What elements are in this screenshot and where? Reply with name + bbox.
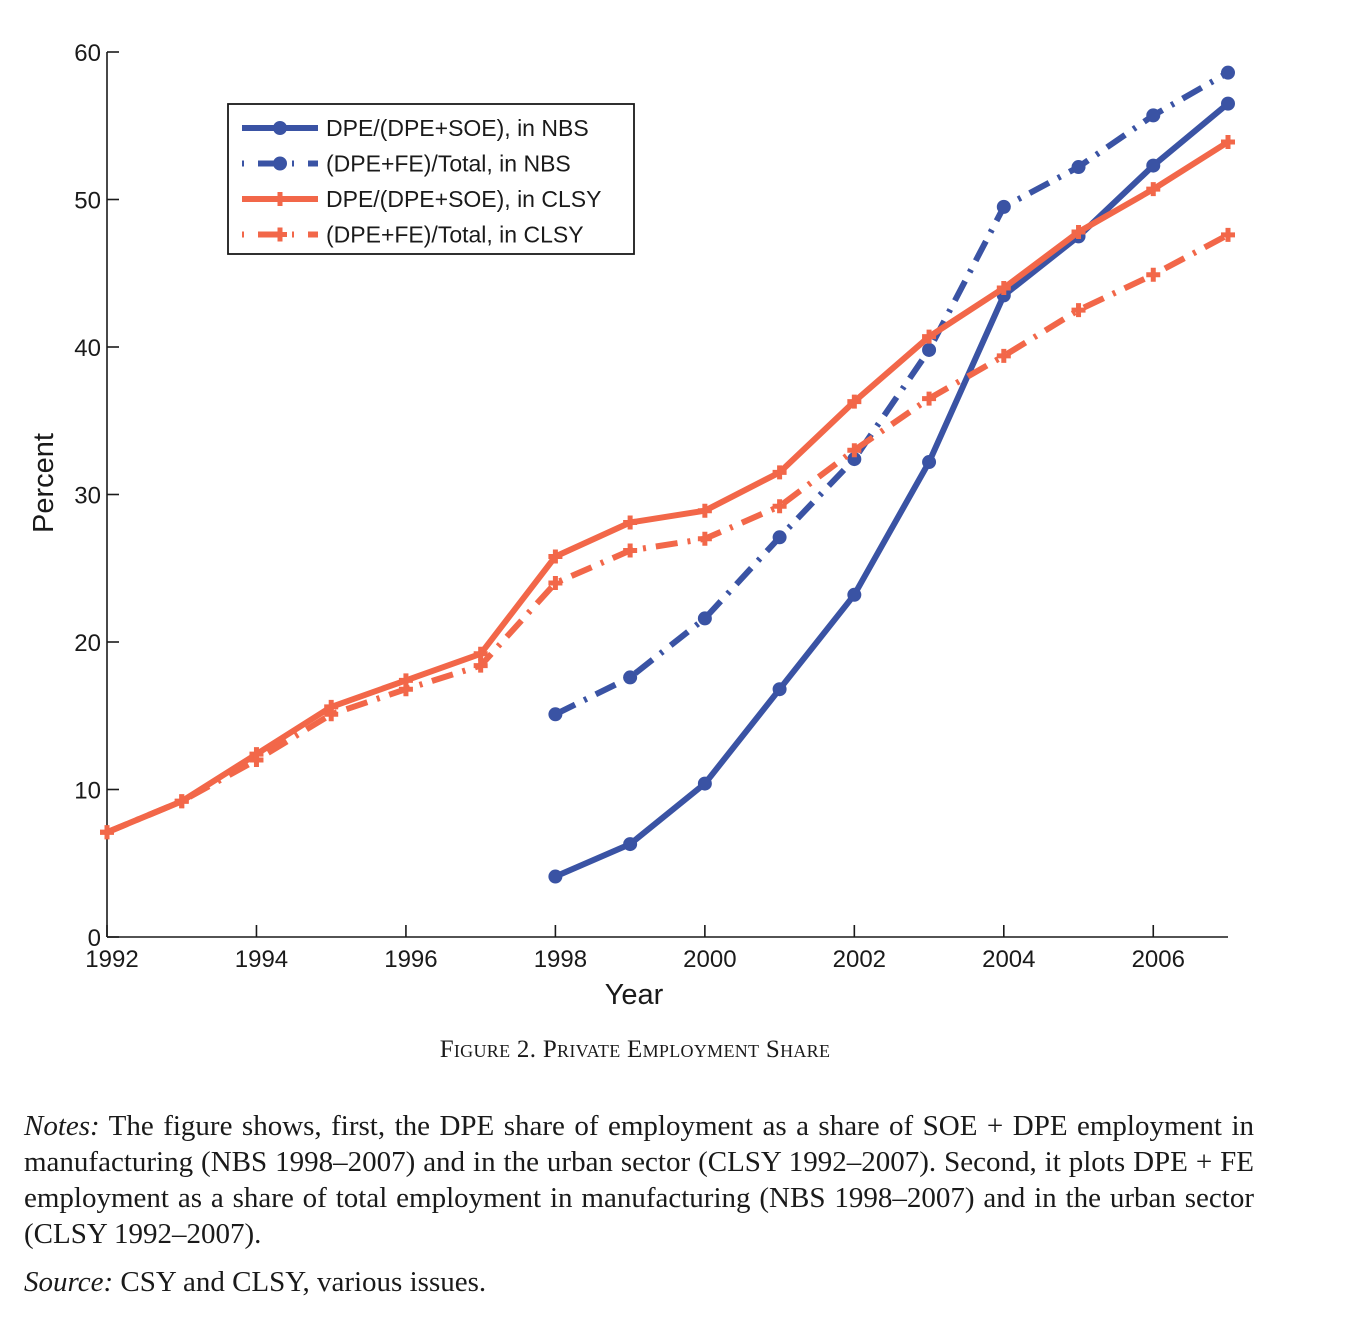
data-point	[922, 329, 937, 344]
legend: DPE/(DPE+SOE), in NBS (DPE+FE)/Total, in …	[227, 103, 635, 255]
y-tick-label: 20	[74, 630, 101, 657]
data-point	[922, 391, 937, 406]
y-tick-label: 50	[74, 188, 101, 215]
series-3	[100, 227, 1235, 840]
data-point	[174, 794, 189, 809]
data-point	[1221, 227, 1235, 242]
y-tick-label: 10	[74, 778, 101, 805]
data-point	[548, 707, 563, 722]
data-point	[1146, 108, 1161, 123]
data-point	[847, 394, 862, 409]
data-point	[249, 753, 264, 767]
data-point	[697, 531, 712, 546]
series-layer	[100, 65, 1235, 884]
x-ticks: 1992 1994 1996 1998 2000 2002 2004 2006	[85, 925, 1185, 973]
series-line	[105, 139, 1230, 836]
data-point	[772, 465, 787, 480]
figure-caption: Figure 2. Private Employment Share	[439, 1036, 831, 1063]
notes-label: Notes:	[24, 1110, 100, 1142]
data-point	[996, 199, 1011, 214]
figure-source: Source: CSY and CLSY, various issues.	[24, 1264, 1254, 1300]
legend-item: DPE/(DPE+SOE), in NBS	[242, 115, 589, 141]
y-ticks: 0 10 20 30 40 50 60	[74, 40, 119, 952]
data-point	[996, 348, 1011, 363]
data-point	[697, 611, 712, 626]
data-point	[623, 543, 638, 558]
data-point	[697, 503, 712, 518]
source-text: CSY and CLSY, various issues.	[113, 1266, 487, 1298]
legend-label: (DPE+FE)/Total, in CLSY	[326, 222, 584, 248]
data-point	[1221, 134, 1235, 149]
x-tick-label: 1994	[235, 946, 288, 973]
data-point	[473, 646, 488, 661]
x-tick-label: 2000	[683, 946, 736, 973]
data-point	[1071, 160, 1086, 175]
data-point	[847, 587, 862, 602]
y-tick-label: 60	[74, 40, 101, 67]
data-point	[623, 837, 638, 852]
data-point	[996, 281, 1011, 295]
data-point	[847, 443, 862, 458]
x-tick-label: 2004	[982, 946, 1035, 973]
x-tick-label: 1992	[85, 946, 138, 973]
y-axis-title: Percent	[28, 433, 60, 533]
x-tick-label: 1998	[534, 946, 587, 973]
series-1	[548, 65, 1235, 722]
data-point	[772, 530, 787, 545]
notes-text: The figure shows, first, the DPE share o…	[24, 1110, 1254, 1250]
legend-label: (DPE+FE)/Total, in NBS	[326, 151, 571, 177]
legend-marker	[273, 227, 287, 242]
legend-item: (DPE+FE)/Total, in CLSY	[242, 222, 584, 248]
data-point	[772, 499, 787, 514]
data-point	[922, 455, 937, 470]
data-point	[1221, 65, 1235, 80]
y-tick-label: 0	[88, 925, 101, 952]
data-point	[1146, 158, 1161, 173]
series-line	[554, 101, 1230, 880]
data-point	[697, 776, 712, 791]
x-tick-label: 2006	[1132, 946, 1185, 973]
legend-marker	[273, 156, 287, 171]
data-point	[1221, 96, 1235, 111]
data-point	[1146, 267, 1161, 282]
series-line	[105, 232, 1230, 836]
data-point	[623, 670, 638, 685]
data-point	[548, 576, 563, 590]
data-point	[623, 515, 638, 530]
x-axis-title: Year	[605, 979, 664, 1011]
x-tick-label: 1996	[384, 946, 437, 973]
line-chart: 0 10 20 30 40 50 60 1992 1994 1996 1998 2000 2002 20…	[28, 40, 1235, 1011]
data-point	[1071, 224, 1086, 239]
data-point	[922, 342, 937, 357]
series-line	[554, 69, 1230, 717]
series-0	[548, 96, 1235, 884]
x-tick-label: 2002	[833, 946, 886, 973]
data-point	[473, 658, 488, 673]
y-tick-label: 30	[74, 483, 101, 510]
y-tick-label: 40	[74, 335, 101, 362]
legend-label: DPE/(DPE+SOE), in NBS	[326, 115, 589, 141]
data-point	[100, 825, 114, 840]
source-label: Source:	[24, 1266, 114, 1298]
legend-marker	[273, 121, 287, 135]
legend-item: (DPE+FE)/Total, in NBS	[242, 151, 571, 177]
legend-item: DPE/(DPE+SOE), in CLSY	[242, 186, 601, 212]
data-point	[398, 682, 413, 697]
data-point	[324, 707, 339, 722]
data-point	[1146, 182, 1161, 197]
data-point	[772, 682, 787, 697]
legend-items: DPE/(DPE+SOE), in NBS (DPE+FE)/Total, in …	[242, 115, 601, 248]
legend-label: DPE/(DPE+SOE), in CLSY	[326, 186, 601, 212]
data-point	[548, 549, 563, 564]
data-point	[1071, 303, 1086, 318]
data-point	[548, 869, 563, 884]
figure-notes: Notes: The figure shows, first, the DPE …	[24, 1108, 1254, 1252]
legend-marker	[273, 192, 287, 206]
